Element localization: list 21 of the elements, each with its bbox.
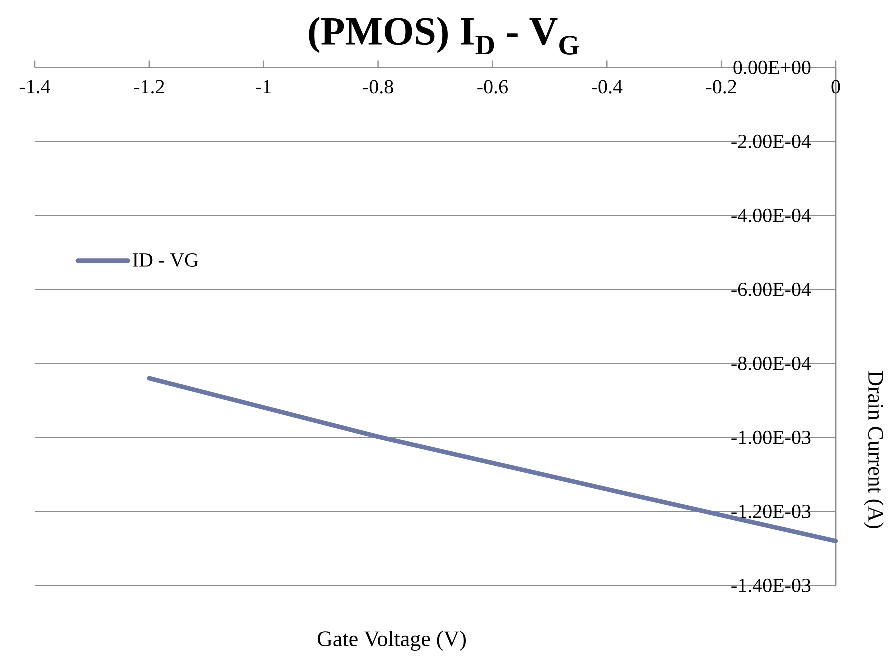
x-tick-label: -0.6 [478,80,508,94]
x-tick-label: -0.4 [592,80,623,94]
y-tick-label: -2.00E-04 [732,134,812,148]
x-tick-label: -1.2 [134,80,164,94]
y-tick-label: 0.00E+00 [734,60,811,74]
x-tick-label: -1 [256,80,271,94]
y-tick-label: -4.00E-04 [732,208,812,222]
y-tick-label: -1.40E-03 [732,578,811,592]
y-tick-label: -1.00E-03 [732,430,811,444]
x-tick-label: -0.8 [363,80,394,94]
y-axis-title: Drain Current (A) [864,371,884,528]
x-tick-label: 0 [832,80,840,94]
chart-title: (PMOS) I$_{D}$ - V$_{G}$ [309,17,580,55]
y-tick-label: -6.00E-04 [732,282,812,296]
y-tick-label: -8.00E-04 [732,356,812,370]
x-tick-label: -1.4 [20,80,51,94]
x-tick-label: -0.2 [706,80,736,94]
y-tick-label: -1.20E-03 [732,504,811,518]
line-series [147,376,838,544]
legend-label: ID - VG [133,254,198,268]
x-axis-title: Gate Voltage (V) [318,630,466,651]
